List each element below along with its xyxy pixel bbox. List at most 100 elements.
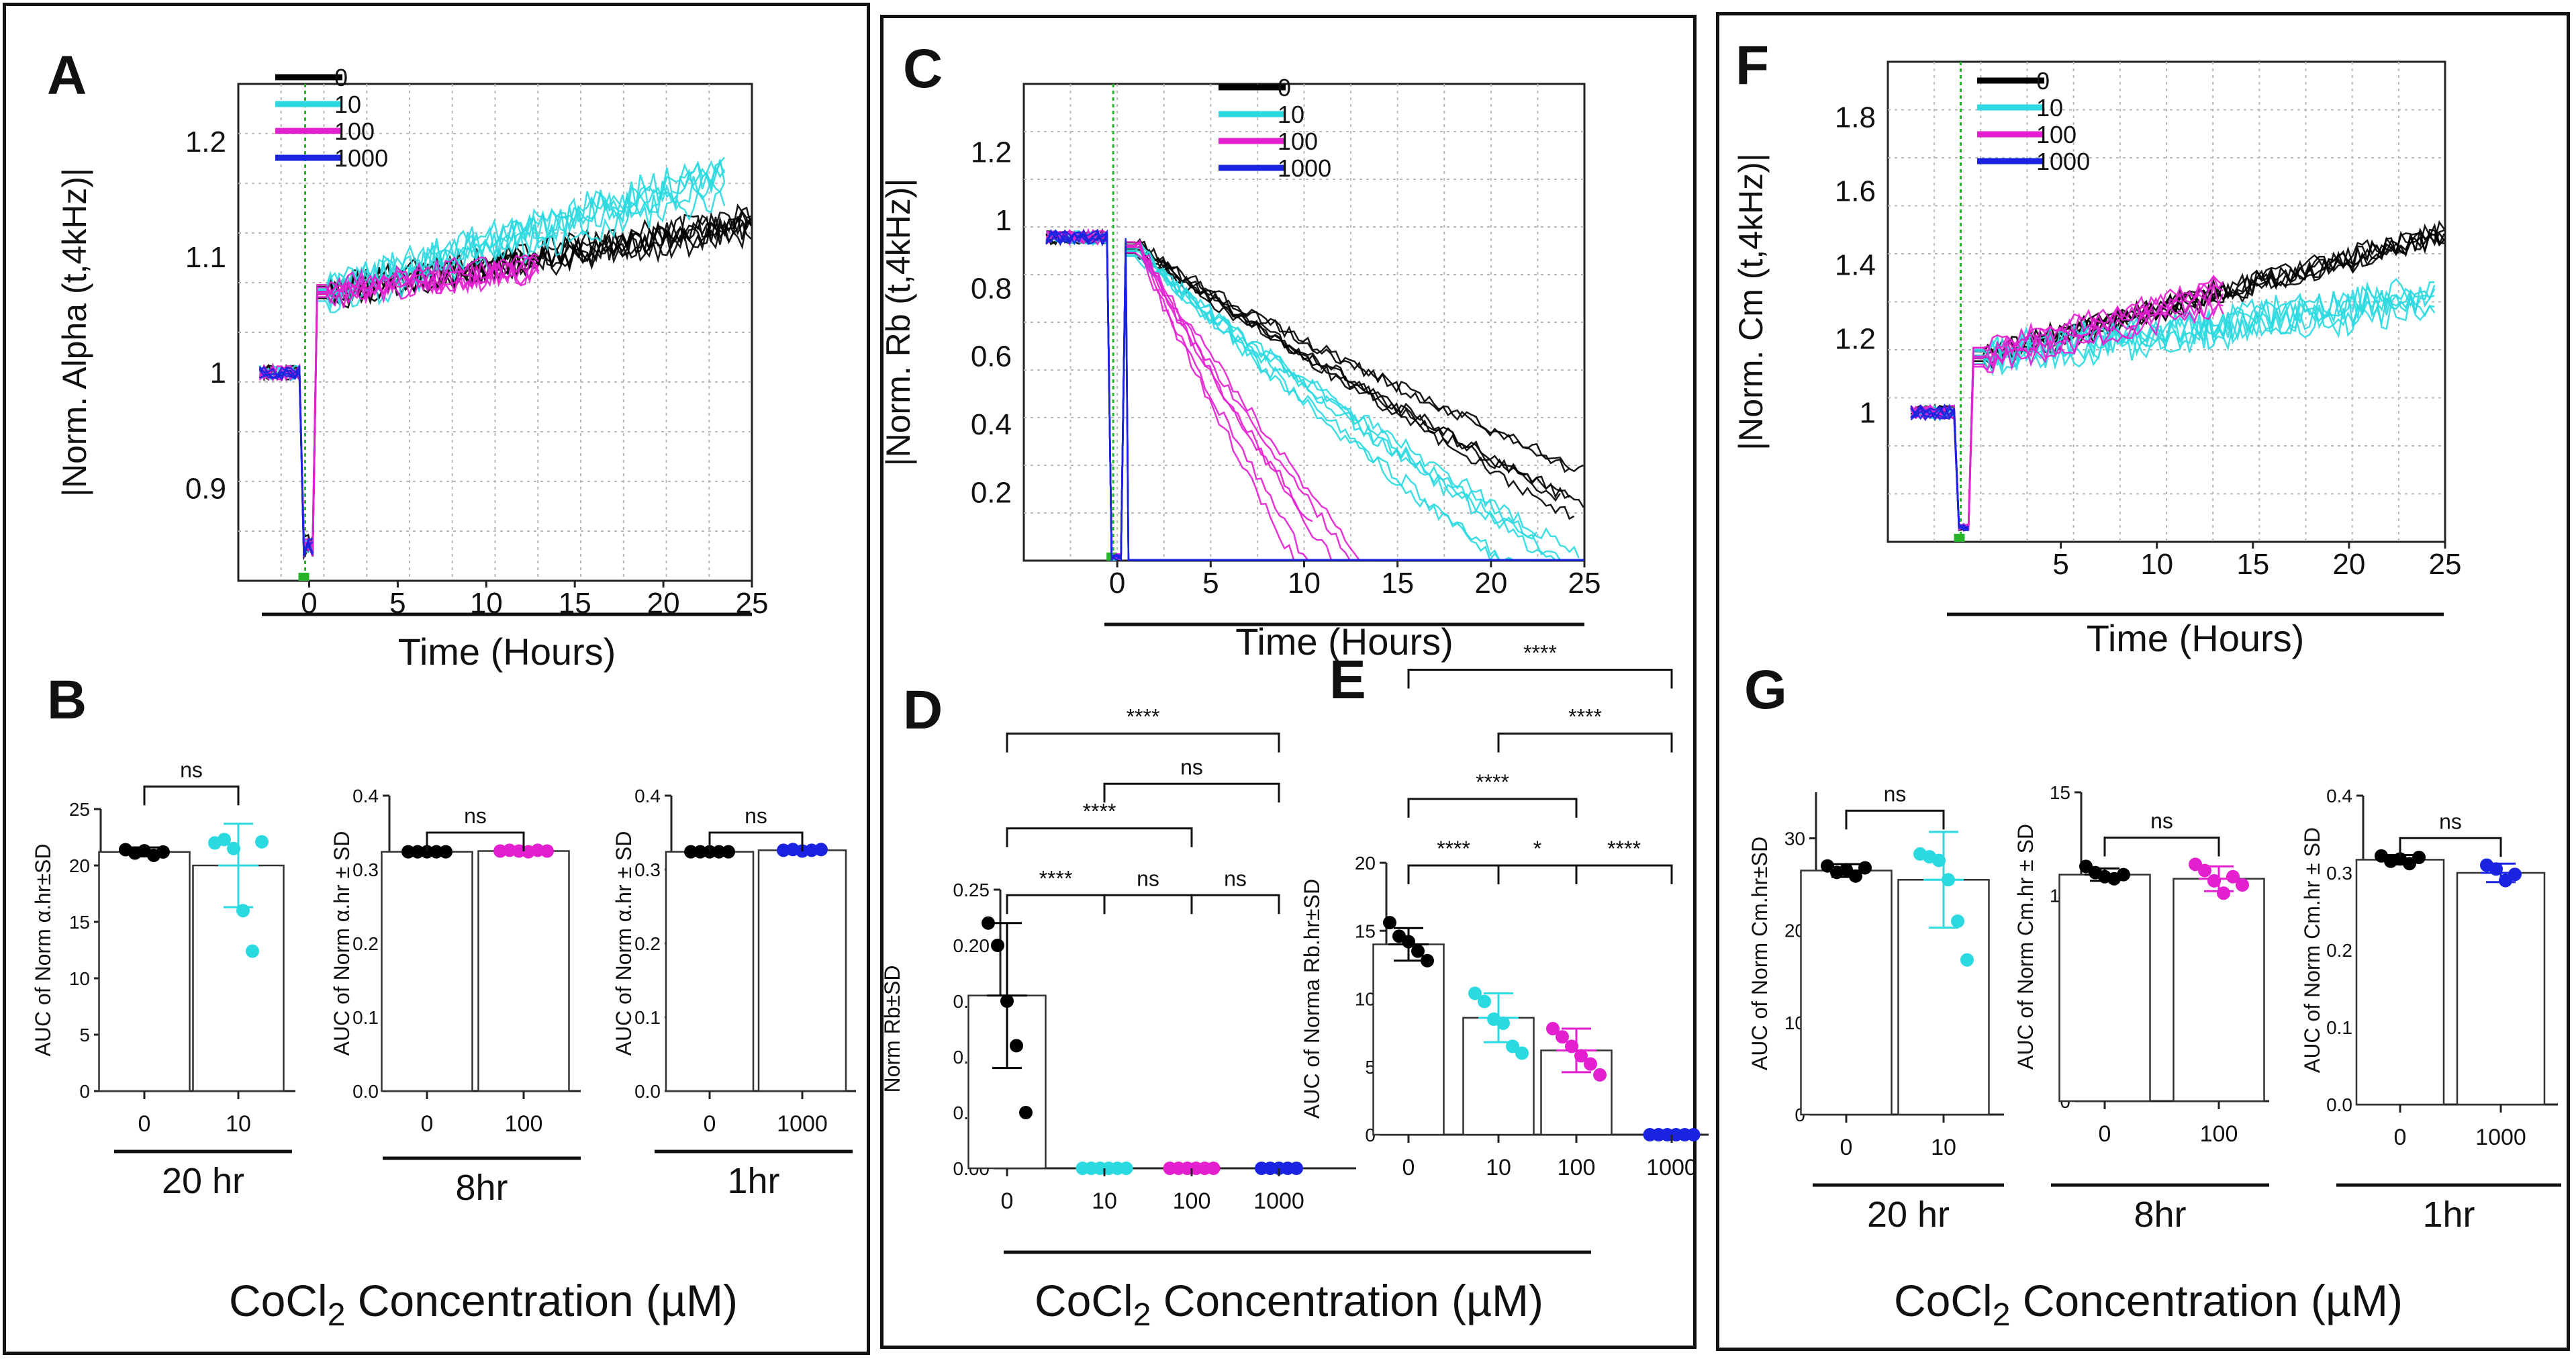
data-point-1000 [814,843,828,857]
x-tick-label: 20 [1474,567,1507,600]
data-point-10 [236,904,250,918]
caption-suffix: Concentration (µM) [1151,1276,1543,1325]
x-tick-label: 10 [1931,1135,1956,1160]
group-label: 8hr [2134,1194,2186,1235]
series-line-0 [1910,231,2445,528]
panel-letter-e: E [1329,649,1366,710]
x-tick-label: 10 [226,1111,251,1137]
concentration-caption-1: CoCl2 Concentration (µM) [229,1276,738,1333]
y-tick-label: 0.2 [634,933,661,954]
y-tick-label: 1 [996,204,1012,237]
data-point-100 [1546,1022,1560,1036]
x-axis-label: Time (Hours) [1235,620,1453,663]
line-chart-a: A0 5 10 15 20 250.911.11.2|Norm. Alpha (t,4kH… [47,45,768,673]
significance-bracket [1103,894,1193,914]
significance-bracket [1575,864,1673,885]
data-point-100 [1593,1068,1607,1082]
y-tick-label: 0.0 [352,1081,379,1102]
bar-0 [665,851,755,1092]
data-point-10 [1119,1162,1133,1175]
x-tick-label: 1000 [2475,1125,2526,1150]
significance-label: ns [745,804,767,828]
significance-bracket [1497,733,1673,753]
series-line-100 [258,252,539,548]
data-point-10 [1932,853,1946,867]
panel-letter-f: F [1735,35,1769,96]
panel-letter-c: C [903,38,943,99]
y-tick-label: 1.2 [1835,323,1876,356]
caption-prefix: CoCl [1035,1276,1133,1325]
x-tick-label: 25 [1568,567,1601,600]
y-tick-label: 0.3 [352,859,379,880]
y-tick-label: 1 [1860,397,1876,430]
group-label: 1hr [727,1161,779,1201]
y-tick-label: 0.1 [634,1007,661,1028]
legend-label-1000: 1000 [1278,154,1331,182]
data-point-0 [1000,994,1014,1008]
data-point-0 [1383,916,1396,930]
y-tick-label: 1.1 [185,241,226,274]
data-point-10 [246,944,259,958]
y-axis-label: AUC of Norm Cm.hr ± SD [2300,827,2324,1073]
y-tick-label: 0.3 [2326,863,2352,884]
data-point-0 [703,845,716,859]
bar-100 [477,850,570,1092]
data-point-10 [1951,914,1964,928]
data-point-0 [712,845,726,859]
legend-label-100: 100 [1278,128,1318,155]
x-tick-label: 5 [1202,567,1219,600]
data-point-100 [2217,886,2230,900]
y-tick-label: 10 [1355,989,1376,1010]
x-tick-label: 100 [505,1111,543,1137]
y-tick-label: 1.6 [1835,175,1876,208]
panel-letter-b1: B [47,669,87,731]
y-tick-label: 0.4 [634,786,661,806]
data-point-100 [1556,1030,1569,1044]
data-point-10 [227,841,240,855]
caption-subscript: 2 [1993,1297,2011,1333]
y-axis-label: AUC of Norm α.hr ± SD [612,831,636,1056]
data-point-10 [1942,873,1955,887]
bar-0 [381,851,473,1092]
caption-suffix: Concentration (µM) [2010,1276,2403,1325]
significance-label: **** [1039,866,1073,890]
x-tick-label: 0 [2099,1121,2111,1147]
y-tick-label: 0.2 [2326,940,2352,961]
group-label: 20 hr [162,1161,244,1201]
significance-label: * [1533,837,1541,861]
data-point-0 [1019,1106,1033,1119]
series-line-100 [258,256,539,558]
bar-1000 [2456,872,2546,1106]
significance-bracket [1006,894,1106,914]
data-point-1000 [2508,867,2522,882]
data-point-0 [430,845,443,859]
significance-bracket [1845,809,1945,830]
x-tick-label: 15 [2236,548,2269,581]
data-point-0 [439,845,452,859]
y-tick-label: 1.2 [971,136,1012,169]
x-tick-label: 0 [704,1111,716,1137]
x-tick-label: 10 [2140,548,2173,581]
series-line-100 [259,262,540,557]
x-tick-label: 15 [1381,567,1414,600]
x-tick-label: 1000 [1646,1155,1697,1180]
x-tick-label: 20 [2332,548,2365,581]
legend-label-0: 0 [1278,74,1291,101]
panel-letter-d: D [903,679,943,741]
y-tick-label: 0.8 [971,272,1012,305]
data-point-10 [1515,1046,1529,1060]
x-tick-label: 0 [1402,1155,1415,1180]
legend-label-10: 10 [1278,101,1304,128]
y-tick-label: 20 [69,855,90,876]
data-point-0 [991,939,1004,952]
data-point-0 [1411,944,1425,958]
legend-label-0: 0 [2036,67,2050,95]
group-label: 1hr [2422,1194,2475,1235]
y-axis-label: |Norm. Alpha (t,4kHz)| [56,168,93,497]
y-tick-label: 0.1 [352,1007,379,1028]
x-tick-label: 0 [1001,1188,1014,1214]
concentration-caption-2: CoCl2 Concentration (µM) [1035,1276,1543,1333]
